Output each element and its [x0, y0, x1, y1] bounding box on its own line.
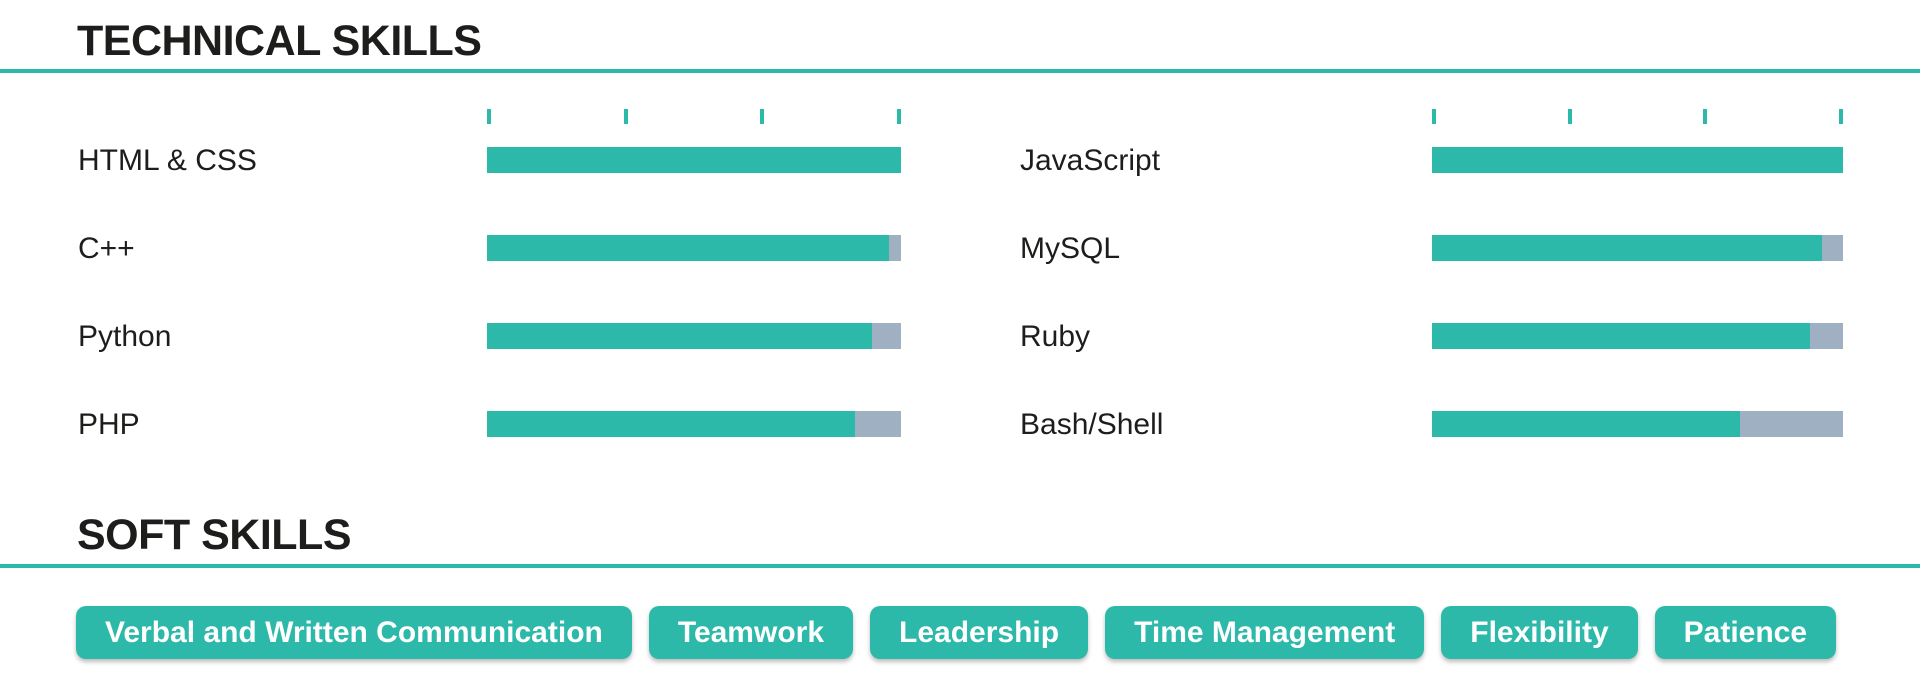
skill-bar[interactable] [1432, 235, 1843, 261]
soft-skills-heading: SOFT SKILLS [77, 511, 352, 559]
skill-label: Ruby [1020, 320, 1091, 353]
skill-label: PHP [78, 408, 140, 441]
scale-tick [623, 109, 628, 124]
soft-skill-tag-time-management[interactable]: Time Management [1105, 606, 1425, 659]
skill-bar-fill [487, 323, 873, 349]
technical-section-divider [0, 69, 1920, 73]
skill-label: MySQL [1020, 232, 1121, 265]
soft-section-divider [0, 564, 1920, 568]
skill-label: HTML & CSS [78, 144, 257, 177]
skill-label: Bash/Shell [1020, 408, 1164, 441]
skill-bar[interactable] [487, 323, 901, 349]
skill-bar[interactable] [1432, 411, 1843, 437]
skill-bar-fill [1432, 323, 1811, 349]
skill-bar[interactable] [1432, 323, 1843, 349]
scale-tick [896, 109, 901, 124]
skill-scale-ticks-left [487, 109, 901, 124]
skill-bar[interactable] [487, 411, 901, 437]
skill-scale-ticks-right [1432, 109, 1843, 124]
skill-bar-fill [487, 147, 901, 173]
scale-tick [487, 109, 491, 124]
soft-skill-tag-flexibility[interactable]: Flexibility [1441, 606, 1638, 659]
scale-tick [1432, 109, 1436, 124]
skill-bar[interactable] [1432, 147, 1843, 173]
skill-bar[interactable] [487, 235, 901, 261]
skill-label: C++ [78, 232, 135, 265]
scale-tick [1703, 109, 1708, 124]
scale-tick [760, 109, 765, 124]
skill-bar-fill [1432, 147, 1843, 173]
technical-skills-heading: TECHNICAL SKILLS [77, 17, 482, 65]
soft-skill-tag-patience[interactable]: Patience [1654, 606, 1837, 659]
soft-skill-tag-leadership[interactable]: Leadership [870, 606, 1089, 659]
soft-skills-tag-row: Verbal and Written Communication Teamwor… [76, 606, 1837, 659]
soft-skill-tag-verbal-written-communication[interactable]: Verbal and Written Communication [76, 606, 632, 659]
scale-tick [1838, 109, 1843, 124]
skill-bar-fill [1432, 411, 1741, 437]
scale-tick [1567, 109, 1572, 124]
skill-label: JavaScript [1020, 144, 1161, 177]
skill-bar-fill [487, 411, 856, 437]
skill-label: Python [78, 320, 172, 353]
skill-bar[interactable] [487, 147, 901, 173]
skill-bar-fill [1432, 235, 1823, 261]
soft-skill-tag-teamwork[interactable]: Teamwork [648, 606, 854, 659]
skill-bar-fill [487, 235, 889, 261]
